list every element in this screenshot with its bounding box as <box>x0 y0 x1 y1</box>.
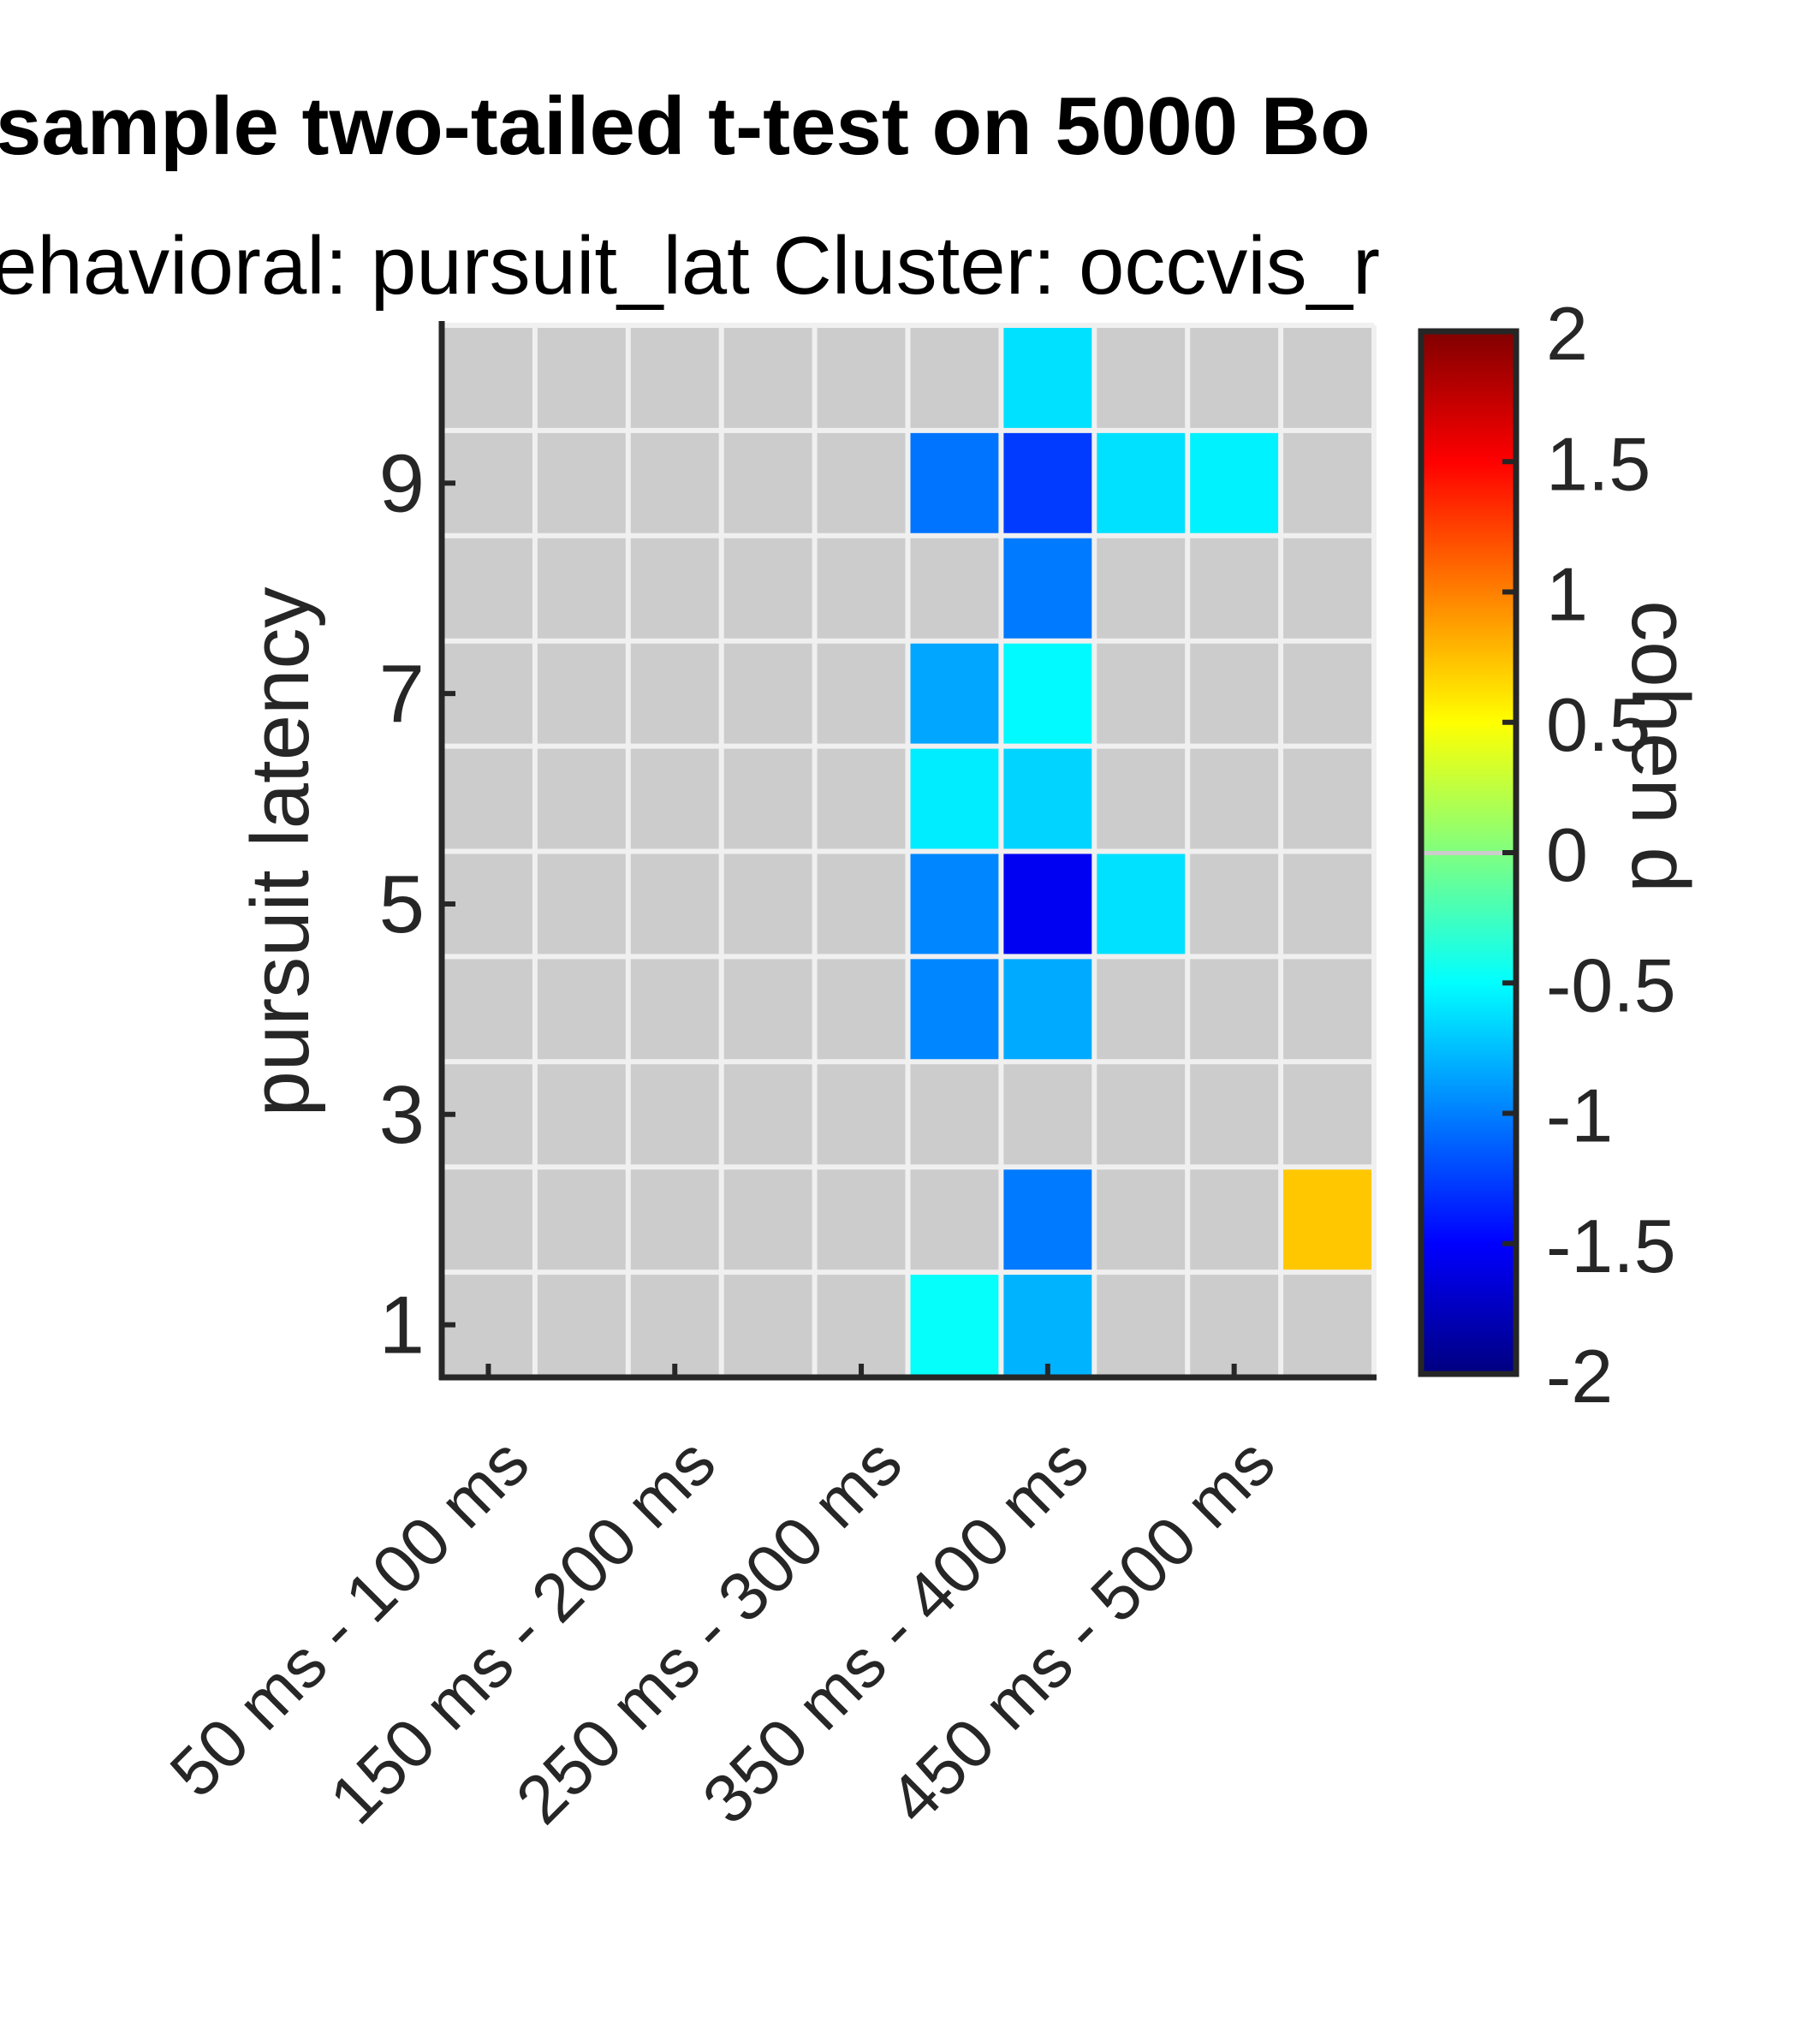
y-tick-label: 3 <box>379 1069 425 1161</box>
y-tick-label: 5 <box>379 859 425 950</box>
colorbar-tick-label: 0.5 <box>1546 682 1650 767</box>
heatmap-cell <box>907 640 1002 746</box>
y-tick-label: 1 <box>379 1280 425 1371</box>
heatmap-cell <box>907 430 1002 536</box>
heatmap-cell <box>1094 430 1188 536</box>
heatmap-cell <box>1187 430 1282 536</box>
y-tick-label: 9 <box>379 437 425 529</box>
heatmap-cell <box>1001 1167 1095 1273</box>
heatmap-cell <box>907 1272 1002 1377</box>
heatmap-cell <box>1001 851 1095 957</box>
colorbar-tick-label: -0.5 <box>1546 943 1676 1027</box>
y-axis-label: pursuit latency <box>235 587 326 1117</box>
colorbar-tick-label: 1 <box>1546 552 1588 637</box>
colorbar-tick-label: -1 <box>1546 1073 1613 1158</box>
heatmap-cell <box>1281 1167 1374 1273</box>
heatmap-cell <box>907 746 1002 852</box>
colorbar-tick-label: -2 <box>1546 1334 1613 1418</box>
heatmap-cell <box>1001 746 1095 852</box>
colorbar-tick-label: 0 <box>1546 812 1588 897</box>
heatmap-cell <box>1001 1272 1095 1377</box>
heatmap-cell <box>907 851 1002 957</box>
colorbar-tick-label: 1.5 <box>1546 421 1650 506</box>
heatmap-cell <box>1001 956 1095 1062</box>
colorbar: 2 1.5 1 0.5 0 -0.5 -1 -1.5 -2 cohen d <box>1418 291 1706 1418</box>
heatmap-cells <box>907 325 1374 1377</box>
y-axis-ticks: 1 3 5 7 9 <box>379 437 455 1371</box>
heatmap-cell <box>1094 851 1188 957</box>
heatmap-grid <box>442 323 1377 1377</box>
heatmap-cell <box>1001 640 1095 746</box>
colorbar-zero-line <box>1421 851 1516 855</box>
heatmap-cell <box>1001 535 1095 641</box>
colorbar-tick-label: -1.5 <box>1546 1204 1676 1288</box>
colorbar-tick-label: 2 <box>1546 291 1588 376</box>
colorbar-label: cohen d <box>1615 600 1706 893</box>
colorbar-ticks: 2 1.5 1 0.5 0 -0.5 -1 -1.5 -2 <box>1502 291 1676 1418</box>
y-tick-label: 7 <box>379 648 425 740</box>
heatmap-cell <box>1001 430 1095 536</box>
heatmap-axes <box>438 321 1377 1381</box>
heatmap-cell <box>907 956 1002 1062</box>
chart-title: sample two-tailed t-test on 5000 Bo <box>0 80 1371 172</box>
heatmap-cell <box>1001 325 1095 431</box>
chart-subtitle: ehavioral: pursuit_lat Cluster: occvis_r <box>0 220 1380 312</box>
